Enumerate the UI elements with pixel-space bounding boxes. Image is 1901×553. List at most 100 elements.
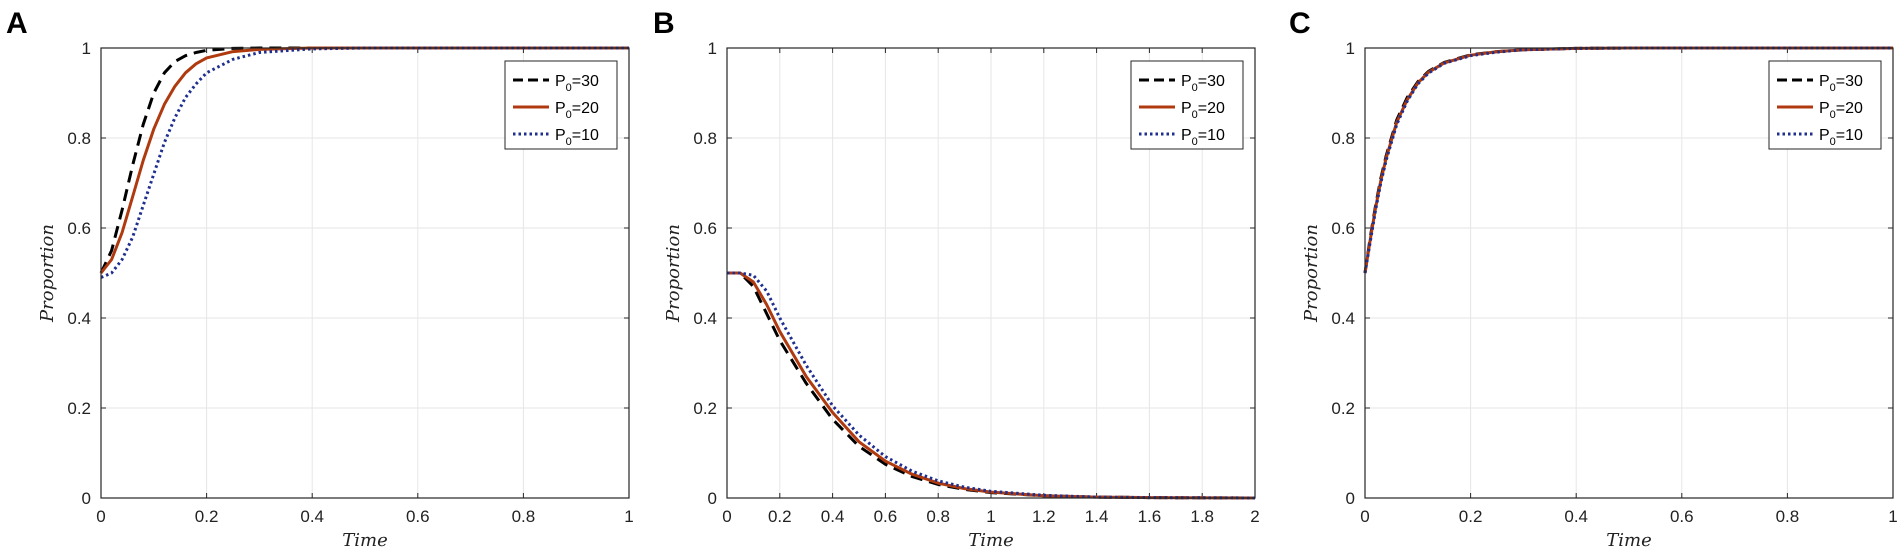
legend-entry-symbol: P <box>555 127 566 144</box>
legend-entry: P0=10 <box>1819 127 1863 148</box>
legend-box <box>1130 60 1244 150</box>
y-tick-label: 0.4 <box>67 309 91 328</box>
x-tick-label: 0.8 <box>926 507 950 526</box>
y-tick-label: 0 <box>708 489 717 508</box>
legend-entry-symbol: P <box>1181 100 1192 117</box>
y-tick-label: 0 <box>82 489 91 508</box>
panel-b: 0 0.2 0.4 0.6 0.8 1 1.2 1.4 1.6 1.8 2 0 0.2 0.4 0.6 0.8… <box>663 39 1260 551</box>
legend-entry: P0=30 <box>555 73 599 94</box>
x-tick-label: 1.6 <box>1138 507 1162 526</box>
series-line-p0-20 <box>99 46 629 274</box>
legend-entry-value: =30 <box>1836 73 1863 90</box>
x-tick-label: 0.8 <box>512 507 536 526</box>
x-tick-label: 0.4 <box>821 507 845 526</box>
series-line-p0-30 <box>99 46 629 274</box>
y-tick-label: 0.4 <box>1331 309 1355 328</box>
legend-entry-subscript: 0 <box>1192 82 1198 94</box>
legend-entry-symbol: P <box>555 73 566 90</box>
x-tick-label: 0.6 <box>406 507 430 526</box>
x-tick-label: 1.8 <box>1190 507 1214 526</box>
chart-panels: 0 0.2 0.4 0.6 0.8 1 0 0.2 0.4 0.6 0.8 1 Time Proporti… <box>37 39 1898 551</box>
legend-entry-subscript: 0 <box>1830 82 1836 94</box>
legend-entry-value: =10 <box>572 127 599 144</box>
y-tick-label: 0.4 <box>693 309 717 328</box>
x-tick-label: 1 <box>1888 507 1897 526</box>
y-tick-label: 0.6 <box>693 219 717 238</box>
y-tick-label: 1 <box>82 39 91 58</box>
axes-box <box>100 47 630 499</box>
x-tick-label: 0.4 <box>1564 507 1588 526</box>
x-tick-label: 0.2 <box>768 507 792 526</box>
legend-entry-symbol: P <box>555 100 566 117</box>
y-tick-label: 0.6 <box>1331 219 1355 238</box>
x-tick-label: 1 <box>624 507 633 526</box>
x-tick-label: 0.2 <box>195 507 219 526</box>
x-tick-label: 1.4 <box>1085 507 1109 526</box>
x-tick-label: 0 <box>722 507 731 526</box>
legend-entry: P0=10 <box>555 127 599 148</box>
panel-c: 0 0.2 0.4 0.6 0.8 1 0 0.2 0.4 0.6 0.8 1 Time Proporti… <box>1301 39 1898 551</box>
legend-entry-value: =10 <box>1836 127 1863 144</box>
x-tick-label: 0 <box>1360 507 1369 526</box>
legend-box <box>504 60 618 150</box>
y-axis-label: Proportion <box>1301 224 1322 323</box>
legend-entry-subscript: 0 <box>1830 109 1836 121</box>
x-tick-label: 0.2 <box>1459 507 1483 526</box>
y-tick-label: 0.2 <box>1331 399 1355 418</box>
legend-entry-subscript: 0 <box>566 109 572 121</box>
legend-entry-subscript: 0 <box>1192 109 1198 121</box>
legend-entry: P0=20 <box>1181 100 1225 121</box>
legend-entry-symbol: P <box>1819 127 1830 144</box>
legend-entry: P0=10 <box>1181 127 1225 148</box>
x-tick-label: 1 <box>986 507 995 526</box>
y-tick-label: 0.8 <box>693 129 717 148</box>
legend-entry-subscript: 0 <box>1830 136 1836 148</box>
legend-entry-symbol: P <box>1819 73 1830 90</box>
x-tick-label: 2 <box>1250 507 1259 526</box>
y-tick-label: 1 <box>1346 39 1355 58</box>
legend-entry-subscript: 0 <box>566 136 572 148</box>
y-tick-label: 0.2 <box>693 399 717 418</box>
legend-entry-value: =20 <box>1836 100 1863 117</box>
legend-entry-value: =30 <box>1198 73 1225 90</box>
legend-entry: P0=30 <box>1181 73 1225 94</box>
panel-label-a: A <box>6 7 28 40</box>
legend-box <box>1768 60 1882 150</box>
y-tick-label: 0.2 <box>67 399 91 418</box>
legend-entry-symbol: P <box>1819 100 1830 117</box>
panel-label-c: C <box>1289 7 1311 40</box>
y-tick-label: 0.8 <box>1331 129 1355 148</box>
legend-entry: P0=30 <box>1819 73 1863 94</box>
legend-entry-symbol: P <box>1181 73 1192 90</box>
x-tick-label: 0.6 <box>874 507 898 526</box>
legend-entry: P0=20 <box>555 100 599 121</box>
legend-entry-subscript: 0 <box>1192 136 1198 148</box>
legend-entry-value: =20 <box>572 100 599 117</box>
y-axis-label: Proportion <box>37 224 58 323</box>
legend-entry-symbol: P <box>1181 127 1192 144</box>
y-tick-label: 1 <box>708 39 717 58</box>
y-axis-label: Proportion <box>663 224 684 323</box>
x-tick-label: 0.4 <box>300 507 324 526</box>
series-line-p0-10 <box>727 271 1256 500</box>
x-tick-label: 0 <box>96 507 105 526</box>
panel-a: 0 0.2 0.4 0.6 0.8 1 0 0.2 0.4 0.6 0.8 1 Time Proporti… <box>37 39 634 551</box>
x-axis-label: Time <box>1606 530 1651 551</box>
axes-box <box>1364 47 1894 499</box>
x-axis-label: Time <box>968 530 1013 551</box>
x-tick-label: 0.6 <box>1670 507 1694 526</box>
legend-entry-value: =30 <box>572 73 599 90</box>
legend-entry: P0=20 <box>1819 100 1863 121</box>
legend-entry-value: =20 <box>1198 100 1225 117</box>
legend-entry-subscript: 0 <box>566 82 572 94</box>
y-tick-label: 0 <box>1346 489 1355 508</box>
y-tick-label: 0.6 <box>67 219 91 238</box>
axes-box <box>726 47 1256 499</box>
x-axis-label: Time <box>342 530 387 551</box>
y-tick-label: 0.8 <box>67 129 91 148</box>
x-tick-label: 0.8 <box>1776 507 1800 526</box>
